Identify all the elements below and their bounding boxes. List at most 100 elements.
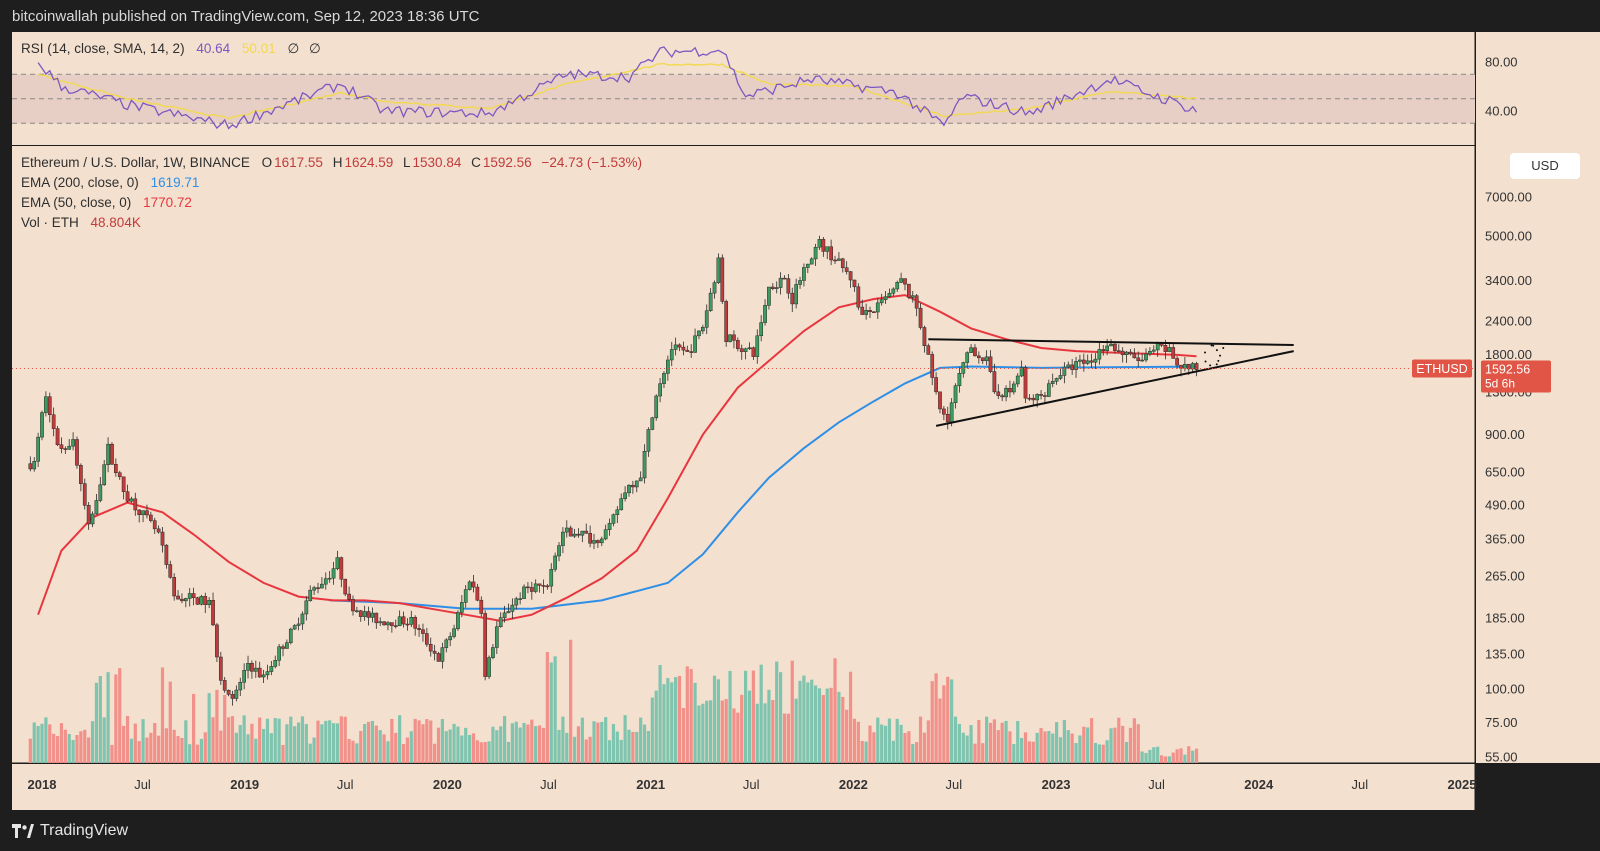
- volume-bar: [1144, 752, 1148, 763]
- volume-bar: [1171, 752, 1175, 763]
- candle-body: [557, 545, 561, 557]
- candle-body: [467, 581, 472, 590]
- volume-bar: [817, 688, 822, 763]
- volume-bar: [1016, 721, 1020, 763]
- candle-body: [864, 310, 868, 315]
- candle-body: [28, 463, 33, 470]
- volume-bar: [401, 744, 406, 763]
- candle-body: [386, 622, 390, 626]
- rsi-sma-value: 50.01: [241, 41, 276, 56]
- time-axis-tick: 2020: [433, 777, 462, 792]
- volume-bar: [953, 716, 958, 763]
- volume-bar: [195, 744, 200, 763]
- volume-bar: [1191, 750, 1195, 763]
- time-axis-tick: Jul: [540, 777, 557, 792]
- volume-bar: [732, 708, 736, 763]
- volume-bar: [444, 731, 448, 763]
- volume-bar: [755, 703, 759, 763]
- volume-bar: [149, 732, 153, 763]
- candle-body: [405, 623, 410, 626]
- main-pane-background: [12, 146, 1475, 763]
- volume-bar: [518, 727, 522, 763]
- candle-body: [1101, 349, 1106, 351]
- volume-bar: [1000, 722, 1004, 763]
- candle-body: [751, 347, 756, 357]
- volume-bar: [1008, 731, 1012, 763]
- volume-bar: [1128, 727, 1133, 763]
- time-axis-tick: 2022: [839, 777, 868, 792]
- volume-bar: [230, 716, 235, 763]
- volume-bar: [767, 689, 771, 763]
- candle-body: [980, 357, 985, 362]
- volume-bar: [125, 715, 130, 763]
- candle-body: [1039, 394, 1043, 396]
- candle-body: [1113, 343, 1117, 351]
- candle-body: [288, 628, 293, 643]
- volume-bar: [915, 742, 919, 763]
- candle-body: [763, 305, 767, 323]
- candle-body: [1148, 351, 1152, 355]
- volume-bar: [261, 728, 266, 763]
- volume-bar: [172, 729, 176, 763]
- price-axis-tick: 650.00: [1485, 465, 1525, 480]
- candle-body: [129, 498, 134, 502]
- volume-bar: [903, 732, 907, 763]
- time-axis-tick: Jul: [134, 777, 151, 792]
- candle-body: [887, 292, 892, 297]
- volume-bar: [887, 718, 892, 763]
- footer-bar: TradingView: [0, 810, 1600, 851]
- candle-body: [561, 531, 565, 546]
- candle-body: [918, 307, 923, 328]
- rsi-extra-1: ∅: [287, 41, 300, 56]
- candle-body: [1155, 343, 1160, 351]
- candle-body: [148, 514, 153, 521]
- candle-body: [421, 629, 425, 634]
- candle-body: [868, 310, 872, 313]
- candle-body: [90, 513, 95, 525]
- price-tag-value: 1592.56: [1485, 362, 1530, 376]
- candle-body: [938, 391, 942, 410]
- volume-bar: [736, 712, 740, 763]
- volume-bar: [506, 741, 511, 763]
- candle-body: [483, 613, 488, 677]
- candle-body: [195, 597, 200, 605]
- volume-bar: [1167, 756, 1171, 763]
- candle-body: [246, 663, 250, 671]
- volume-bar: [234, 732, 238, 763]
- candle-body: [735, 340, 740, 349]
- volume-bar: [386, 741, 390, 763]
- volume-bar: [52, 733, 56, 763]
- candle-body: [82, 483, 87, 506]
- volume-bar: [592, 721, 596, 763]
- candle-body: [1035, 394, 1040, 401]
- candle-body: [253, 667, 258, 672]
- volume-bar: [1109, 728, 1113, 763]
- volume-bar: [1058, 737, 1063, 763]
- price-change: −24.73 (−1.53%): [541, 155, 643, 170]
- volume-bar: [48, 724, 52, 763]
- volume-bar: [611, 724, 616, 763]
- time-axis-tick: 2018: [28, 777, 57, 792]
- candle-body: [580, 530, 585, 536]
- volume-bar: [1093, 742, 1098, 763]
- tradingview-brand[interactable]: TradingView: [40, 821, 129, 839]
- volume-bar: [1152, 747, 1156, 763]
- volume-bar: [1101, 744, 1105, 763]
- volume-bar: [1089, 718, 1094, 763]
- currency-button[interactable]: USD: [1510, 153, 1580, 179]
- volume-bar: [1194, 748, 1199, 763]
- candle-body: [374, 612, 379, 624]
- volume-bar: [942, 685, 946, 763]
- volume-bar: [328, 720, 332, 763]
- volume-bar: [950, 679, 954, 763]
- volume-bar: [258, 717, 262, 763]
- volume-bar: [98, 676, 102, 763]
- volume-bar: [114, 674, 118, 763]
- candle-body: [899, 278, 903, 283]
- candle-body: [55, 428, 60, 445]
- time-axis-tick: Jul: [946, 777, 963, 792]
- candle-body: [218, 656, 223, 681]
- ema200-legend: EMA (200, close, 0) 1619.71: [21, 175, 201, 190]
- volume-bar: [981, 743, 985, 763]
